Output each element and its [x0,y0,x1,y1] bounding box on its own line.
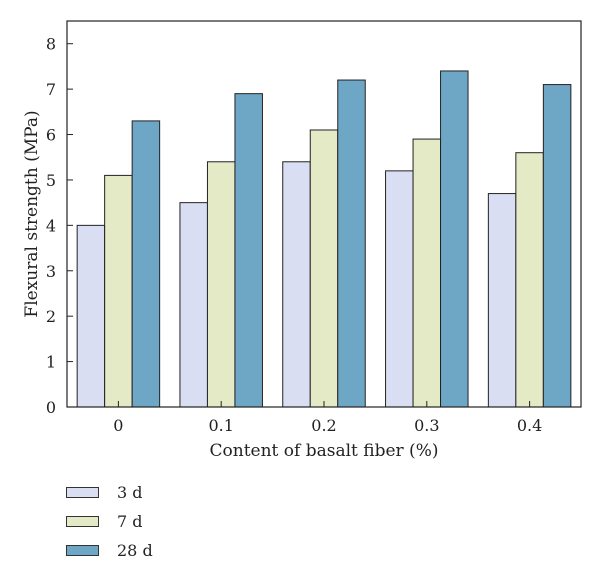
legend-item-7d: 7 d [66,507,153,536]
bar-3d-0.2 [282,161,311,408]
y-tick-label: 7 [46,80,56,99]
legend-label-28d: 28 d [117,541,153,560]
x-tick-label: 0.3 [414,416,439,435]
bar-7d-0.3 [412,138,442,408]
bar-3d-0 [76,224,106,408]
bar-7d-0.1 [206,161,236,408]
y-tick-label: 0 [46,398,56,417]
y-tick-label: 8 [46,35,56,54]
bar-3d-0.3 [385,170,414,408]
bar-28d-0.4 [542,84,572,408]
x-tick-label: 0 [113,416,123,435]
y-tick-label: 5 [46,171,56,190]
bar-7d-0.4 [515,152,544,408]
bar-3d-0.1 [179,202,208,408]
bar-28d-0.2 [337,79,366,408]
y-tick-label: 4 [46,216,56,235]
legend-label-3d: 3 d [117,483,143,502]
bar-7d-0 [104,174,133,408]
bar-28d-0 [131,120,161,408]
legend-item-28d: 28 d [66,536,153,565]
bar-28d-0.3 [440,70,469,408]
legend: 3 d 7 d 28 d [66,478,153,565]
legend-label-7d: 7 d [117,512,143,531]
legend-swatch-28d [66,545,99,556]
y-tick-label: 1 [46,353,56,372]
legend-swatch-3d [66,487,99,498]
legend-item-3d: 3 d [66,478,153,507]
bar-28d-0.1 [234,93,263,408]
bar-3d-0.4 [487,193,517,408]
bars-group [76,70,572,408]
x-tick-label: 0.2 [311,416,336,435]
y-axis-ticks: 0 1 2 3 4 5 6 7 8 [46,35,73,417]
y-tick-label: 2 [46,307,56,326]
y-tick-label: 6 [46,126,56,145]
x-axis-label: Content of basalt fiber (%) [210,441,439,461]
y-axis-label: Flexural strength (MPa) [22,110,42,317]
x-tick-label: 0.1 [208,416,233,435]
legend-swatch-7d [66,516,99,527]
y-tick-label: 3 [46,262,56,281]
bar-7d-0.2 [309,129,339,408]
x-axis-ticks: 0 0.1 0.2 0.3 0.4 [113,401,542,435]
x-tick-label: 0.4 [517,416,542,435]
